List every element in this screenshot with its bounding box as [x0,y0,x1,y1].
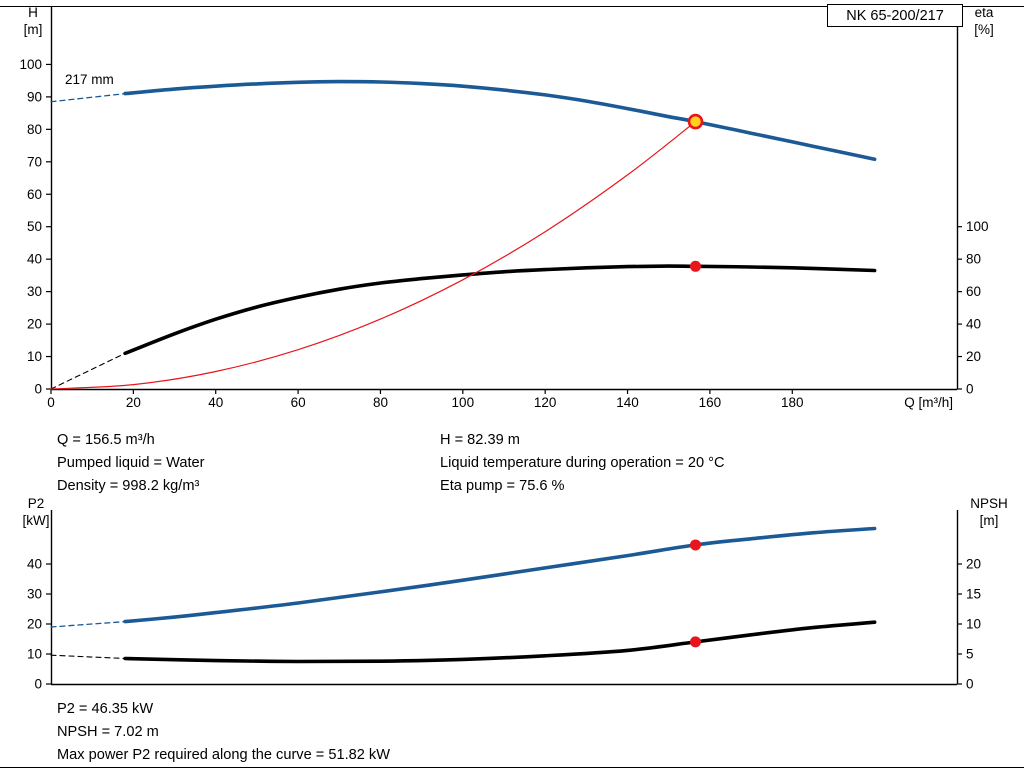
eta-point [689,260,701,272]
info-line-p2: P2 = 46.35 kW [57,701,154,717]
y-left-tick-label: 30 [27,284,42,299]
y-right-tick-label: 40 [966,317,981,332]
eta-curve-dashed [50,352,126,390]
x-tick-label: 0 [47,395,55,410]
x-tick-label: 100 [452,395,475,410]
y-right-axis-title: eta [975,5,994,20]
y-left-tick-label: 50 [27,219,42,234]
y-left-tick-label: 90 [27,89,42,104]
y-left-axis-title: H [28,5,38,20]
npsh-curve [123,620,877,664]
p2-point [689,539,701,551]
head-eta-chart: 0 20 40 60 80 100 120 140 160 180 Q [m³/h] 0 10 20 30 4… [0,5,1024,410]
y-left-tick-label: 10 [27,349,42,364]
operating-info-left: Q = 156.5 m³/h Pumped liquid = Water Den… [57,429,205,498]
p2-curve [123,526,877,624]
y-left-tick-label: 60 [27,187,42,202]
y-right-tick-label: 15 [966,587,981,602]
y-right-axis-unit: [m] [980,513,999,528]
x-tick-label: 180 [781,395,804,410]
y-left-axis-title: P2 [28,498,45,511]
y-right-tick-label: 80 [966,252,981,267]
x-tick-label: 80 [373,395,388,410]
x-tick-label: 60 [291,395,306,410]
x-tick-label: 160 [699,395,722,410]
y-left-tick-label: 20 [27,617,42,632]
y-right-tick-label: 60 [966,284,981,299]
y-left-tick-label: 100 [19,57,42,72]
info-line-temperature: Liquid temperature during operation = 20… [440,455,725,471]
x-axis-title: Q [m³/h] [904,395,953,410]
power-info: P2 = 46.35 kW NPSH = 7.02 m Max power P2… [57,698,390,767]
info-line-eta: Eta pump = 75.6 % [440,478,565,494]
y-right-tick-label: 0 [966,677,974,692]
info-line-q: Q = 156.5 m³/h [57,432,155,448]
info-line-max-power: Max power P2 required along the curve = … [57,747,390,763]
system-curve [50,121,697,390]
y-left-tick-label: 10 [27,647,42,662]
impeller-diameter-label: 217 mm [65,72,114,87]
head-curve [123,79,877,161]
y-right-tick-label: 20 [966,557,981,572]
npsh-point [689,636,701,648]
bottom-frame-line [0,767,1024,768]
pump-model-label: NK 65-200/217 [846,7,944,24]
y-left-tick-label: 80 [27,122,42,137]
y-right-tick-label: 0 [966,382,974,397]
y-left-tick-label: 40 [27,557,42,572]
x-tick-label: 40 [208,395,223,410]
y-left-tick-label: 70 [27,154,42,169]
info-line-npsh: NPSH = 7.02 m [57,724,159,740]
info-line-liquid: Pumped liquid = Water [57,455,205,471]
x-tick-label: 140 [616,395,639,410]
duty-point[interactable] [687,113,704,130]
y-left-tick-label: 30 [27,587,42,602]
p2-curve-dashed [50,620,126,628]
y-left-tick-label: 0 [34,677,42,692]
power-npsh-chart: 0 10 20 30 40 0 5 10 15 20 P2 [kW] NPSH [m] [23,498,1008,692]
y-right-axis-title: NPSH [970,498,1008,511]
info-line-density: Density = 998.2 kg/m³ [57,478,200,494]
pump-model-badge: NK 65-200/217 [827,4,963,27]
y-left-axis-unit: [kW] [23,513,50,528]
y-left-tick-label: 40 [27,252,42,267]
y-left-tick-label: 0 [34,382,42,397]
y-left-tick-label: 20 [27,317,42,332]
x-tick-label: 120 [534,395,557,410]
info-line-h: H = 82.39 m [440,432,520,448]
y-right-tick-label: 20 [966,349,981,364]
y-right-axis-unit: [%] [974,22,994,37]
eta-curve [123,264,877,356]
npsh-curve-dashed [50,654,126,660]
y-right-tick-label: 5 [966,647,974,662]
y-right-tick-label: 100 [966,219,989,234]
operating-info-right: H = 82.39 m Liquid temperature during op… [440,429,725,498]
y-left-axis-unit: [m] [24,22,43,37]
y-right-tick-label: 10 [966,617,981,632]
x-tick-label: 20 [126,395,141,410]
head-curve-dashed [50,92,126,103]
